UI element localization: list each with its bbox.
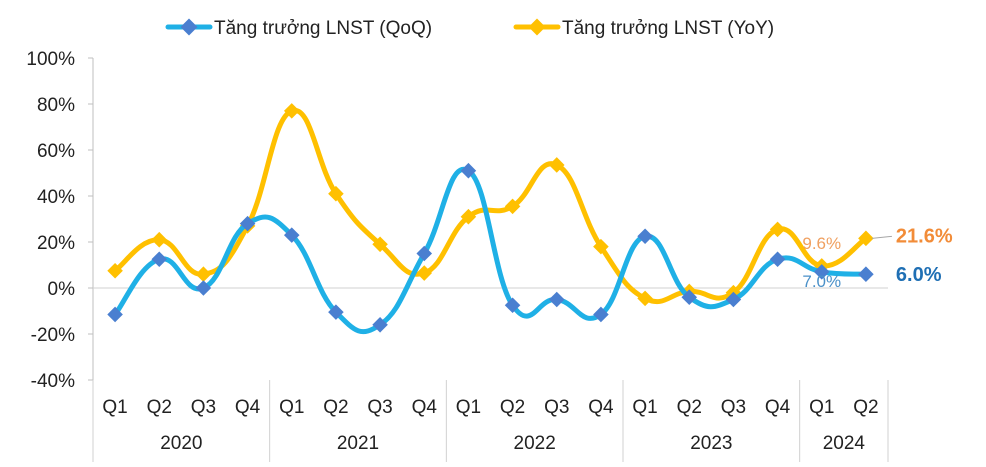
x-tick-label: Q2 bbox=[853, 397, 878, 418]
x-tick-label: Q3 bbox=[544, 397, 569, 418]
point-yoy bbox=[858, 230, 874, 247]
point-qoq bbox=[548, 291, 565, 308]
x-tick-label: Q2 bbox=[147, 397, 172, 418]
point-yoy bbox=[328, 185, 344, 202]
point-qoq bbox=[460, 162, 477, 179]
legend-item-yoy: Tăng trưởng LNST (YoY) bbox=[513, 18, 774, 39]
y-tick-label: 20% bbox=[37, 233, 75, 254]
y-tick-label: 40% bbox=[37, 187, 75, 208]
year-label: 2021 bbox=[337, 433, 379, 454]
point-yoy bbox=[460, 208, 477, 225]
x-tick-label: Q1 bbox=[809, 397, 834, 418]
year-label: 2020 bbox=[160, 433, 202, 454]
annotation-label: 6.0% bbox=[896, 264, 942, 286]
x-tick-label: Q4 bbox=[588, 397, 614, 418]
point-qoq bbox=[283, 227, 300, 243]
point-yoy bbox=[593, 238, 609, 255]
x-tick-label: Q2 bbox=[500, 397, 525, 418]
point-qoq bbox=[195, 280, 212, 296]
annotation-label: 9.6% bbox=[802, 234, 841, 253]
point-yoy bbox=[151, 231, 168, 248]
y-tick-label: -20% bbox=[31, 325, 75, 346]
year-label: 2024 bbox=[823, 433, 866, 454]
annotations: 7.0% 9.6% 6.0% 21.6% bbox=[802, 225, 952, 291]
point-qoq bbox=[637, 228, 653, 245]
legend-item-qoq: Tăng trưởng LNST (QoQ) bbox=[165, 18, 432, 39]
x-tick-label: Q1 bbox=[456, 397, 481, 418]
x-tick-label: Q4 bbox=[235, 397, 261, 418]
x-tick-label: Q4 bbox=[765, 397, 791, 418]
x-tick-label: Q3 bbox=[721, 397, 746, 418]
series-line-yoy bbox=[112, 108, 869, 305]
point-yoy bbox=[372, 236, 388, 253]
series-layer bbox=[107, 103, 874, 335]
point-qoq bbox=[858, 266, 874, 282]
annotation-label: 21.6% bbox=[896, 225, 953, 247]
x-tick-label: Q3 bbox=[191, 397, 216, 418]
legend-marker-yoy bbox=[528, 18, 546, 36]
x-tick-label: Q4 bbox=[412, 397, 438, 418]
point-qoq bbox=[769, 251, 786, 268]
legend-label-yoy: Tăng trưởng LNST (YoY) bbox=[562, 18, 774, 39]
x-tick-label: Q1 bbox=[279, 397, 304, 418]
legend: Tăng trưởng LNST (QoQ) Tăng trưởng LNST … bbox=[165, 18, 774, 39]
y-tick-label: 0% bbox=[48, 279, 76, 300]
y-tick-label: 80% bbox=[37, 95, 75, 116]
point-qoq bbox=[151, 251, 168, 268]
point-yoy bbox=[548, 157, 565, 173]
x-tick-label: Q3 bbox=[367, 397, 392, 418]
y-tick-label: -40% bbox=[31, 371, 75, 392]
x-tick-label: Q2 bbox=[677, 397, 702, 418]
series-line-qoq bbox=[112, 166, 869, 335]
year-label: 2023 bbox=[690, 433, 732, 454]
legend-label-qoq: Tăng trưởng LNST (QoQ) bbox=[214, 18, 432, 39]
point-qoq bbox=[239, 215, 256, 232]
point-yoy bbox=[769, 221, 786, 238]
x-tick-label: Q1 bbox=[102, 397, 127, 418]
axes: 100% 80% 60% 40% 20% 0% -20% -40% Q1 Q2 Q3 Q4 Q1 Q2 Q3… bbox=[26, 49, 889, 462]
year-label: 2022 bbox=[514, 433, 556, 454]
annotation-label: 7.0% bbox=[802, 272, 841, 291]
annotation-leader bbox=[871, 235, 892, 239]
x-tick-label: Q1 bbox=[632, 397, 657, 418]
point-qoq bbox=[504, 297, 521, 314]
point-yoy bbox=[504, 198, 521, 215]
y-tick-label: 60% bbox=[37, 141, 75, 162]
x-tick-label: Q2 bbox=[323, 397, 348, 418]
point-yoy bbox=[195, 266, 212, 282]
legend-marker-qoq bbox=[180, 18, 198, 36]
y-tick-label: 100% bbox=[26, 49, 75, 70]
